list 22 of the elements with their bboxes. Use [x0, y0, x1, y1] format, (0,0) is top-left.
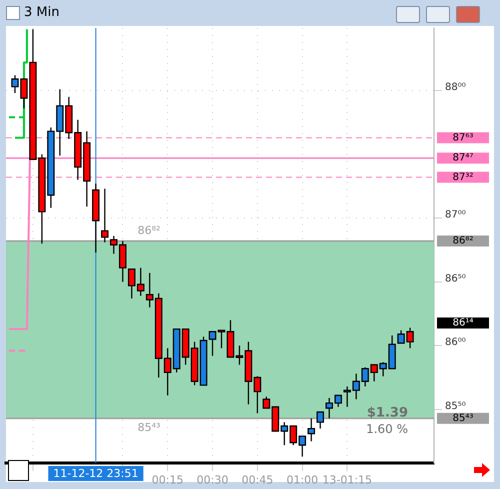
x-tick-label: 00:15	[152, 473, 184, 486]
y-tick-label: 87⁰⁰	[445, 210, 466, 221]
chart-title: 3 Min	[24, 5, 60, 20]
y-tick-label: 86⁰⁰	[445, 337, 466, 348]
ref-line-label: 87³²	[452, 172, 474, 183]
x-tick-label: 13-01:15	[322, 473, 372, 486]
annotation: 1.60 %	[366, 422, 408, 436]
annotation: $1.39	[366, 405, 408, 420]
text: 86⁸²	[452, 236, 474, 247]
x-tick-label: 00:45	[242, 473, 274, 486]
text: 86¹⁴	[452, 318, 474, 329]
y-tick-label: 85⁵⁰	[445, 401, 466, 412]
x-tick-label: 01:00	[286, 473, 318, 486]
ref-line-label: 86⁸²	[138, 224, 160, 237]
ref-line-label: 85⁴³	[138, 421, 160, 434]
text: 85⁴³	[452, 412, 474, 424]
ref-line-label: 87⁴⁷	[452, 152, 474, 164]
x-tick-label: 00:30	[196, 473, 228, 486]
y-tick-label: 88⁰⁰	[445, 82, 466, 94]
y-tick-label: 86⁵⁰	[445, 273, 466, 284]
ref-line-label: 87⁶³	[452, 132, 474, 144]
ref-line-label: 11-12-12 23:51	[53, 466, 138, 480]
